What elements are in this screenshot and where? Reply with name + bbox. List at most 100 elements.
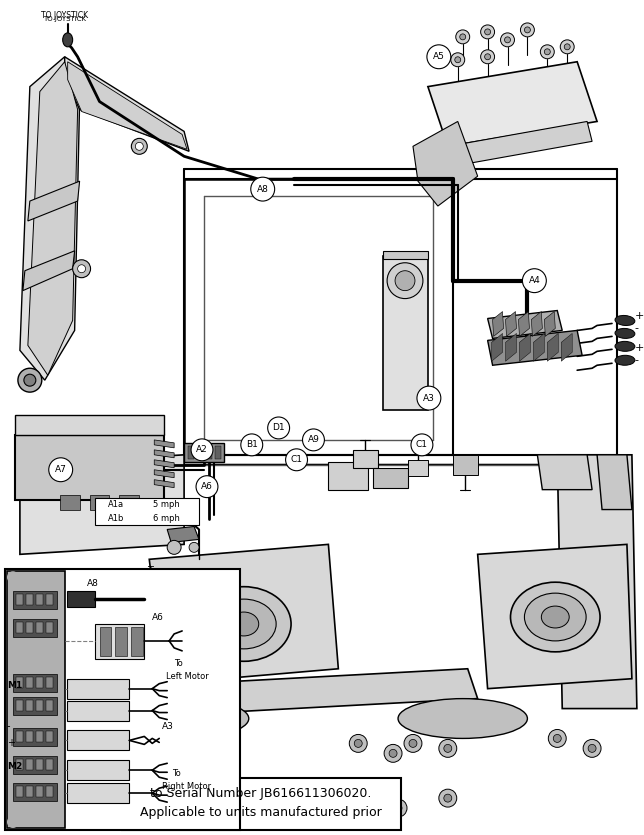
Polygon shape xyxy=(46,759,53,770)
Text: Toggle: Toggle xyxy=(144,577,180,587)
Polygon shape xyxy=(13,728,57,746)
Polygon shape xyxy=(46,731,53,742)
Circle shape xyxy=(520,23,535,37)
Text: To: To xyxy=(174,660,183,668)
Text: -: - xyxy=(7,721,10,731)
Polygon shape xyxy=(26,622,33,633)
Polygon shape xyxy=(46,787,53,797)
Bar xyxy=(5,569,240,830)
Polygon shape xyxy=(90,494,109,509)
Circle shape xyxy=(73,260,91,278)
Circle shape xyxy=(485,29,491,35)
Polygon shape xyxy=(20,57,80,380)
Polygon shape xyxy=(453,455,478,475)
Text: Right Motor: Right Motor xyxy=(162,782,211,791)
Polygon shape xyxy=(16,731,23,742)
Ellipse shape xyxy=(62,33,73,47)
Circle shape xyxy=(389,749,397,757)
Polygon shape xyxy=(597,455,632,509)
Polygon shape xyxy=(26,676,33,688)
Text: Applicable to units manufactured prior: Applicable to units manufactured prior xyxy=(140,806,382,819)
Circle shape xyxy=(439,789,457,807)
Polygon shape xyxy=(100,669,478,719)
Text: M2: M2 xyxy=(7,762,22,771)
Circle shape xyxy=(409,740,417,747)
Polygon shape xyxy=(46,700,53,711)
Polygon shape xyxy=(328,462,368,489)
Polygon shape xyxy=(413,121,478,206)
Ellipse shape xyxy=(119,699,249,738)
Polygon shape xyxy=(16,759,23,770)
Text: M1: M1 xyxy=(7,681,22,691)
Polygon shape xyxy=(36,759,43,770)
Circle shape xyxy=(404,735,422,752)
Text: Left Motor: Left Motor xyxy=(166,672,209,681)
Text: B1: B1 xyxy=(246,440,258,449)
Text: A4: A4 xyxy=(529,276,540,286)
Circle shape xyxy=(500,33,515,47)
Text: TO JOYSTICK: TO JOYSTICK xyxy=(41,12,88,21)
Circle shape xyxy=(455,57,460,63)
Polygon shape xyxy=(13,757,57,774)
Circle shape xyxy=(387,263,423,299)
Polygon shape xyxy=(167,526,199,543)
Circle shape xyxy=(191,439,213,461)
Polygon shape xyxy=(383,250,428,259)
Circle shape xyxy=(285,449,307,471)
Polygon shape xyxy=(561,333,572,362)
Polygon shape xyxy=(119,494,139,509)
Circle shape xyxy=(583,740,601,757)
Polygon shape xyxy=(67,731,129,751)
Circle shape xyxy=(485,53,491,60)
Text: A3: A3 xyxy=(162,722,174,731)
Text: -: - xyxy=(635,323,639,333)
Polygon shape xyxy=(64,57,189,151)
Polygon shape xyxy=(16,622,23,633)
Text: 6 mph: 6 mph xyxy=(153,514,180,523)
Circle shape xyxy=(522,269,546,292)
Polygon shape xyxy=(478,544,632,689)
Text: +: + xyxy=(7,738,15,748)
Polygon shape xyxy=(46,595,53,605)
Circle shape xyxy=(417,386,441,410)
Bar xyxy=(95,498,199,525)
Ellipse shape xyxy=(615,328,635,338)
Polygon shape xyxy=(28,62,78,375)
Circle shape xyxy=(394,804,402,812)
Polygon shape xyxy=(36,676,43,688)
Polygon shape xyxy=(67,591,95,607)
Text: A7: A7 xyxy=(55,465,66,474)
Polygon shape xyxy=(131,627,144,655)
Polygon shape xyxy=(100,627,111,655)
Polygon shape xyxy=(215,446,221,458)
Polygon shape xyxy=(354,450,378,468)
Polygon shape xyxy=(67,701,129,721)
Polygon shape xyxy=(520,333,531,362)
Circle shape xyxy=(78,265,86,273)
Polygon shape xyxy=(23,250,75,291)
Polygon shape xyxy=(13,783,57,801)
Circle shape xyxy=(395,271,415,291)
Circle shape xyxy=(49,458,73,482)
Polygon shape xyxy=(373,468,408,488)
Circle shape xyxy=(548,730,566,747)
Text: A5: A5 xyxy=(433,53,445,61)
Polygon shape xyxy=(206,446,212,458)
Text: +: + xyxy=(635,311,644,321)
Circle shape xyxy=(359,794,367,802)
Text: A2: A2 xyxy=(196,445,208,454)
Polygon shape xyxy=(197,446,203,458)
Polygon shape xyxy=(36,622,43,633)
Polygon shape xyxy=(557,455,637,709)
Circle shape xyxy=(268,417,290,439)
Circle shape xyxy=(389,799,407,817)
Circle shape xyxy=(504,37,511,43)
Polygon shape xyxy=(188,446,194,458)
Circle shape xyxy=(553,735,561,742)
Ellipse shape xyxy=(615,356,635,365)
Polygon shape xyxy=(506,311,516,337)
Polygon shape xyxy=(28,181,80,221)
Text: C1: C1 xyxy=(416,440,428,449)
Polygon shape xyxy=(537,455,592,489)
Circle shape xyxy=(241,434,263,456)
